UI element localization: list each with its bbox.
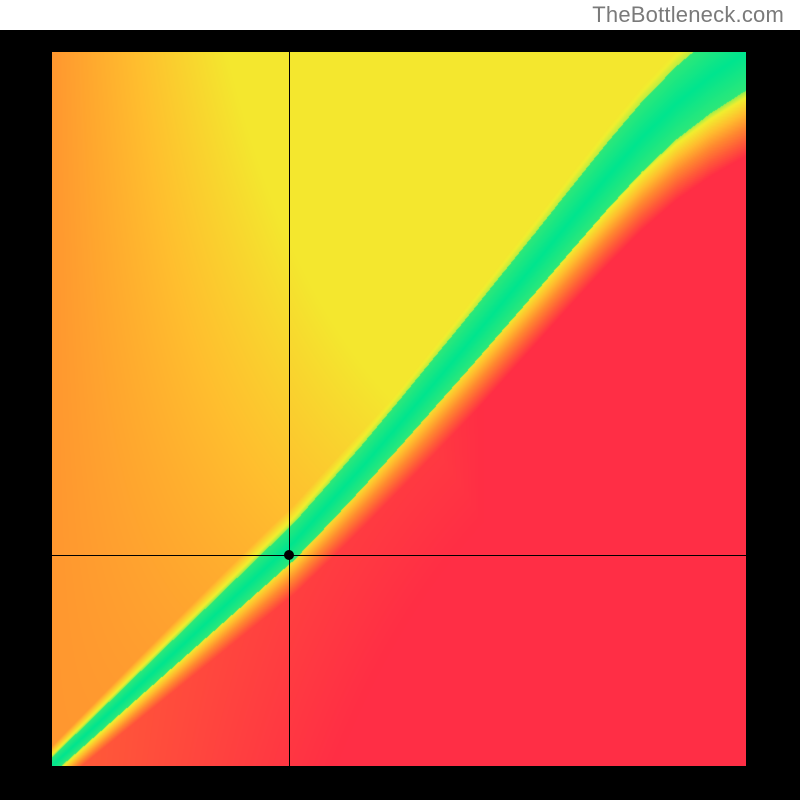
crosshair-point: [284, 550, 294, 560]
watermark-text: TheBottleneck.com: [592, 2, 784, 28]
crosshair-horizontal: [52, 555, 746, 556]
heatmap-plot-area: [52, 52, 746, 766]
crosshair-vertical: [289, 52, 290, 766]
heatmap-outer-frame: [0, 30, 800, 800]
heatmap-canvas: [52, 52, 746, 766]
